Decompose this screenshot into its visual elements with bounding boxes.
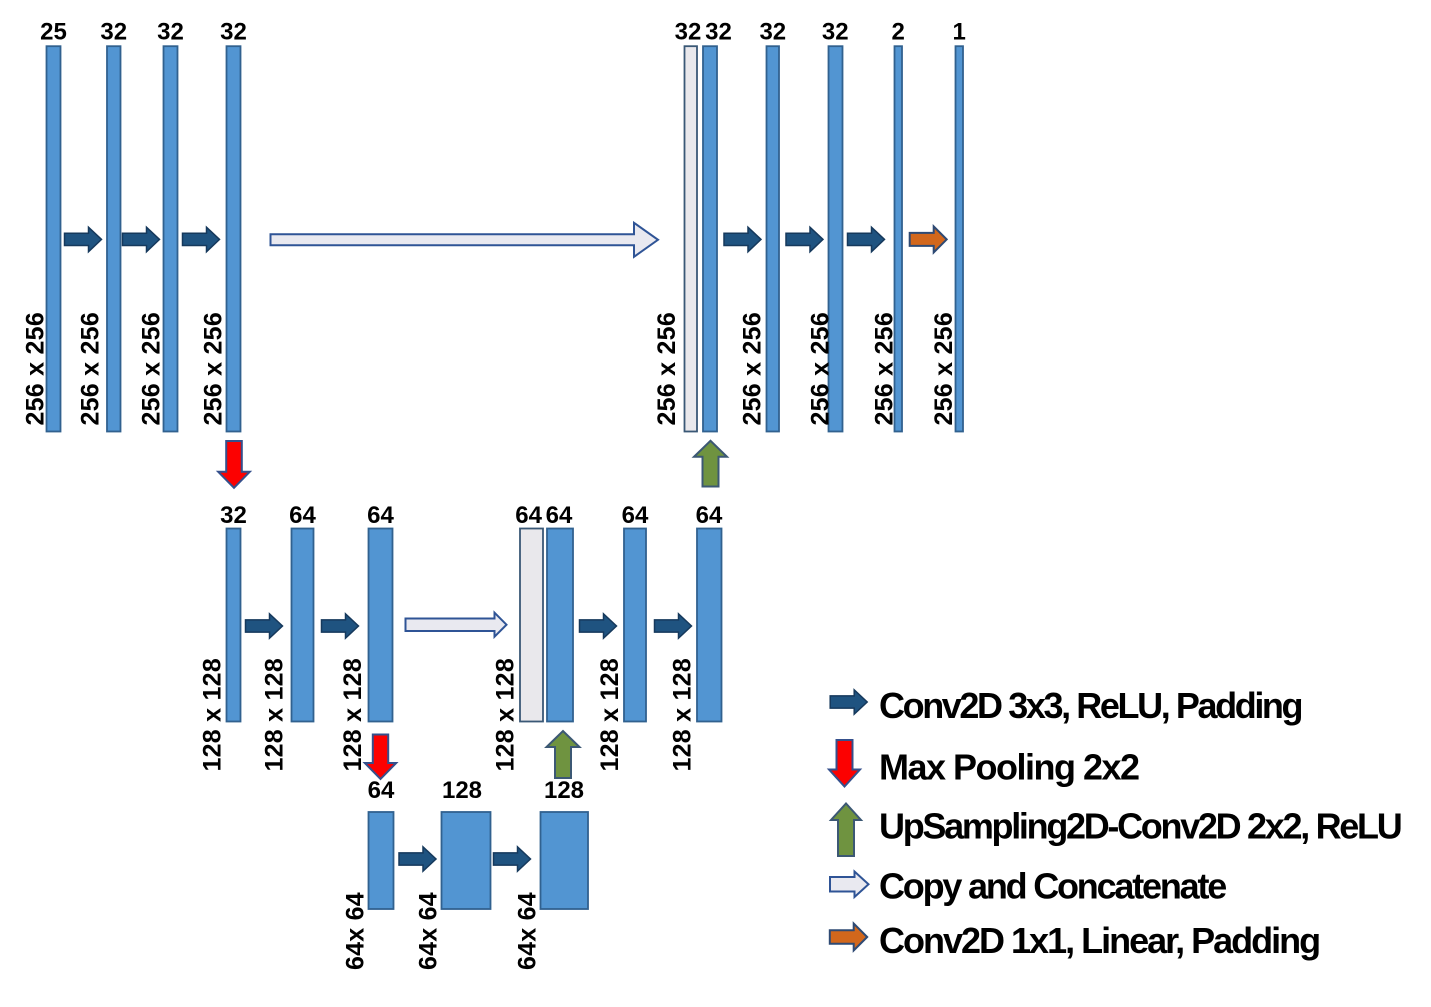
svg-text:1: 1	[953, 19, 966, 46]
svg-text:64: 64	[368, 777, 395, 804]
svg-text:32: 32	[822, 19, 849, 46]
svg-text:64x 64: 64x 64	[415, 892, 443, 970]
svg-text:32: 32	[705, 19, 732, 46]
svg-text:256 x 256: 256 x 256	[77, 312, 105, 425]
svg-text:64x 64: 64x 64	[514, 892, 542, 970]
svg-text:25: 25	[40, 19, 67, 46]
svg-text:256 x 256: 256 x 256	[807, 312, 835, 425]
svg-text:256 x 256: 256 x 256	[930, 312, 958, 425]
svg-text:32: 32	[157, 19, 184, 46]
svg-text:256 x 256: 256 x 256	[199, 312, 227, 425]
svg-text:256 x 256: 256 x 256	[653, 312, 681, 425]
svg-text:256 x 256: 256 x 256	[870, 312, 898, 425]
svg-text:Conv2D 1x1, Linear, Padding: Conv2D 1x1, Linear, Padding	[879, 920, 1319, 961]
svg-text:64: 64	[622, 502, 649, 529]
svg-text:32: 32	[759, 19, 786, 46]
svg-text:64: 64	[696, 502, 723, 529]
svg-text:64: 64	[515, 502, 542, 529]
svg-text:64: 64	[546, 502, 573, 529]
svg-text:64: 64	[367, 502, 394, 529]
svg-text:Conv2D 3x3, ReLU, Padding: Conv2D 3x3, ReLU, Padding	[879, 685, 1302, 726]
svg-text:128 x 128: 128 x 128	[339, 658, 367, 771]
svg-text:128 x 128: 128 x 128	[596, 658, 624, 771]
svg-text:128 x 128: 128 x 128	[492, 658, 520, 771]
svg-text:128: 128	[442, 777, 482, 804]
svg-text:128: 128	[544, 777, 584, 804]
svg-text:32: 32	[675, 19, 702, 46]
svg-text:32: 32	[220, 502, 247, 529]
svg-text:32: 32	[220, 19, 247, 46]
svg-text:Copy and Concatenate: Copy and Concatenate	[879, 866, 1226, 907]
svg-text:256 x 256: 256 x 256	[739, 312, 767, 425]
svg-text:64x 64: 64x 64	[342, 892, 370, 970]
svg-text:128 x 128: 128 x 128	[199, 658, 227, 771]
svg-text:UpSampling2D-Conv2D 2x2, ReLU: UpSampling2D-Conv2D 2x2, ReLU	[879, 806, 1401, 847]
svg-text:2: 2	[892, 19, 905, 46]
svg-text:128 x 128: 128 x 128	[669, 658, 697, 771]
svg-text:32: 32	[100, 19, 127, 46]
svg-text:Max Pooling 2x2: Max Pooling 2x2	[879, 747, 1139, 788]
svg-text:256 x 256: 256 x 256	[21, 312, 49, 425]
svg-text:64: 64	[289, 502, 316, 529]
svg-text:128 x 128: 128 x 128	[261, 658, 289, 771]
svg-text:256 x 256: 256 x 256	[137, 312, 165, 425]
